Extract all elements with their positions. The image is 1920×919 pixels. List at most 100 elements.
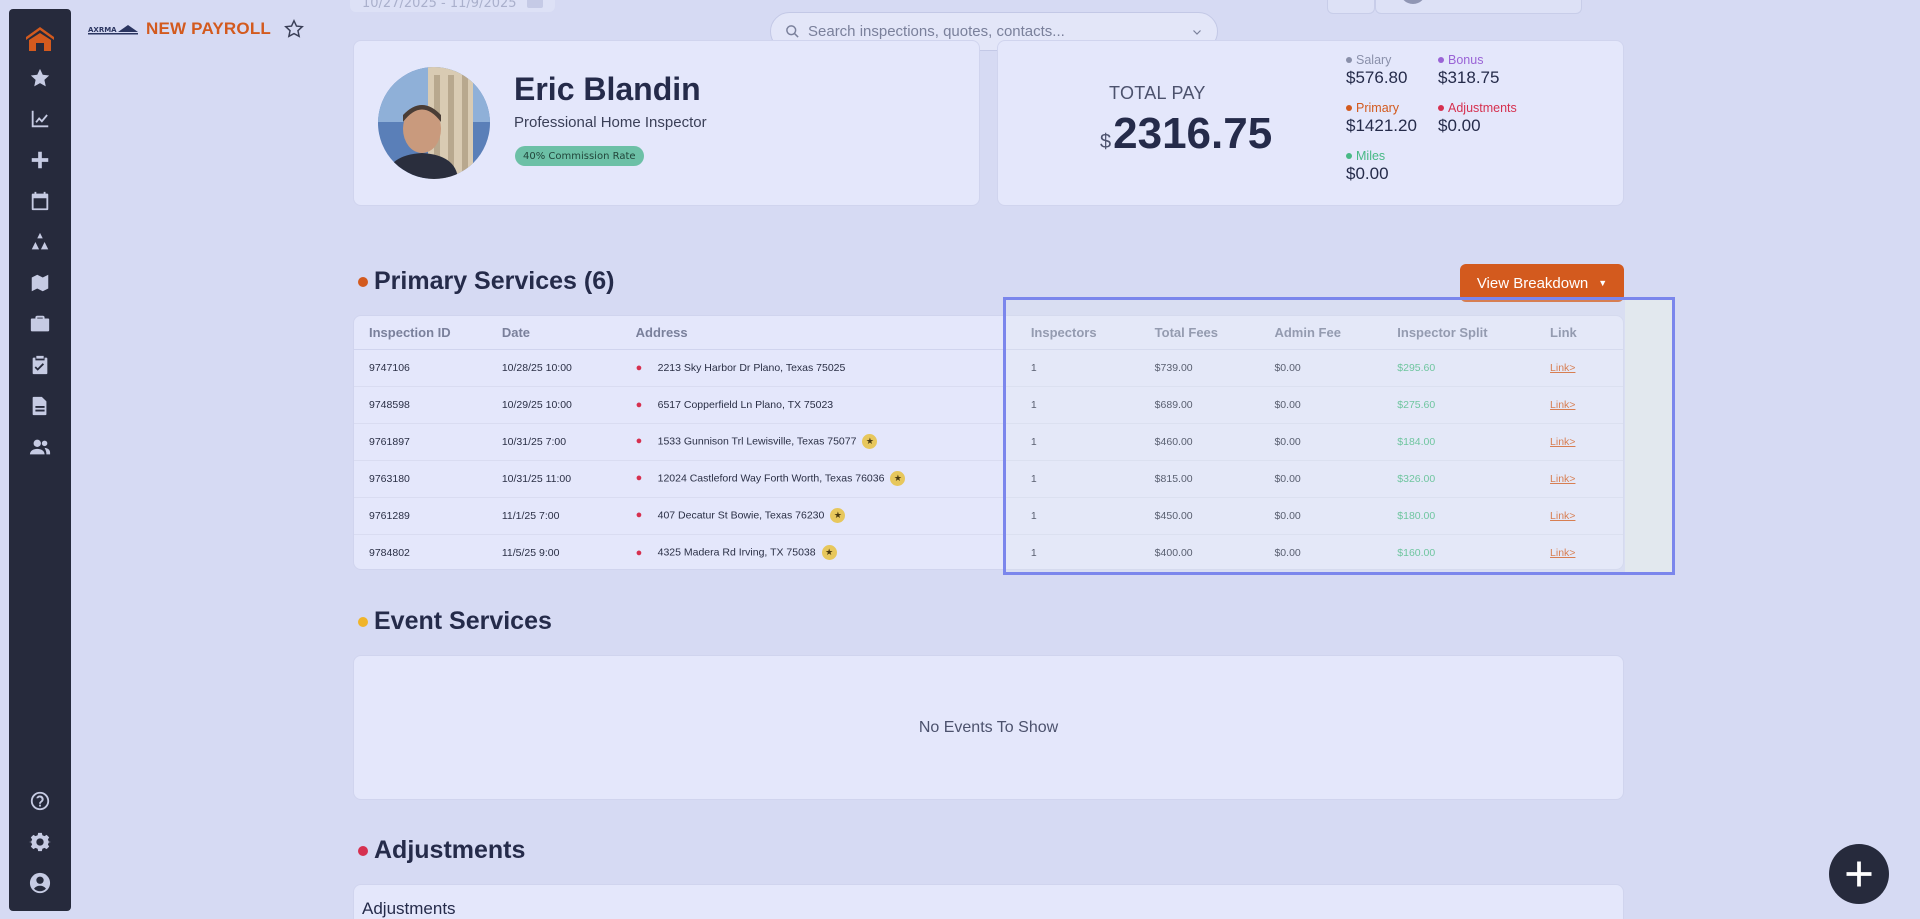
- admin-fee-cell: $0.00: [1274, 546, 1301, 559]
- date-range-text: 10/27/2025 - 11/9/2025: [362, 0, 517, 11]
- total-pay-card: TOTAL PAY $ 2316.75 Salary $576.80 Bonus…: [997, 40, 1624, 206]
- date-cell: 11/1/25 7:00: [501, 497, 636, 535]
- user-circle-icon[interactable]: [28, 871, 52, 895]
- calendar-icon[interactable]: [28, 189, 52, 213]
- inspection-link[interactable]: Link>: [1550, 546, 1576, 559]
- users-icon[interactable]: [28, 435, 52, 459]
- adjustments-card-title: Adjustments: [362, 899, 456, 918]
- view-breakdown-label: View Breakdown: [1476, 274, 1589, 292]
- inspectors-cell: 1: [1030, 349, 1155, 387]
- adjustments-label: Adjustments: [1448, 101, 1517, 115]
- total-pay-value: 2316.75: [1113, 109, 1273, 158]
- miles-item: Miles $0.00: [1346, 149, 1486, 184]
- col-inspector-split[interactable]: Inspector Split: [1397, 316, 1551, 350]
- inspector-name: Eric Blandin: [514, 71, 701, 107]
- user-menu[interactable]: [1375, 0, 1582, 14]
- favorite-star-icon[interactable]: [283, 18, 305, 40]
- total-pay-amount: $ 2316.75: [1100, 109, 1272, 159]
- inspection-link[interactable]: Link>: [1550, 509, 1576, 522]
- link-cell: Link>: [1550, 534, 1623, 569]
- total-fees-cell: $400.00: [1154, 546, 1193, 559]
- company-logo-icon: AXRMA: [88, 25, 138, 35]
- starred-badge-icon: ★: [890, 471, 906, 486]
- inspection-link[interactable]: Link>: [1550, 398, 1576, 411]
- primary-value: $1421.20: [1346, 116, 1417, 135]
- date-range-picker[interactable]: 10/27/2025 - 11/9/2025: [350, 0, 555, 12]
- inspector-split-cell: $160.00: [1397, 546, 1436, 559]
- total-fees-cell: $450.00: [1154, 497, 1275, 535]
- home-logo-icon[interactable]: [22, 23, 58, 55]
- col-inspection-id[interactable]: Inspection ID: [354, 316, 502, 350]
- table-row[interactable]: 9763180 10/31/25 11:00 ● 12024 Castleford W…: [354, 460, 1623, 498]
- plus-icon[interactable]: [28, 148, 52, 172]
- table-row[interactable]: 9784802 11/5/25 9:00 ● 4325 Madera Rd Irvin…: [354, 534, 1623, 569]
- no-events-message: No Events To Show: [918, 718, 1059, 736]
- inspector-split-cell: $184.00: [1397, 423, 1551, 461]
- inspection-id-cell: 9761289: [354, 497, 502, 535]
- inspector-split-cell: $275.60: [1397, 386, 1551, 424]
- table-row[interactable]: 9748598 10/29/25 10:00 ● 6517 Copperfield L…: [354, 386, 1623, 424]
- address-cell: ● 407 Decatur St Bowie, Texas 76230 ★: [635, 497, 1031, 535]
- inspection-id-cell: 9784802: [369, 546, 410, 559]
- add-fab-button[interactable]: [1829, 844, 1889, 904]
- selection-backdrop: [1625, 300, 1672, 572]
- admin-fee-cell: $0.00: [1274, 349, 1398, 387]
- inspectors-cell: 1: [1030, 386, 1155, 424]
- view-breakdown-button[interactable]: View Breakdown ▼: [1460, 264, 1624, 302]
- inspection-link[interactable]: Link>: [1550, 472, 1576, 485]
- header-button[interactable]: [1327, 0, 1375, 14]
- col-date[interactable]: Date: [501, 316, 636, 350]
- primary-item: Primary $1421.20: [1346, 101, 1486, 136]
- address-text: 4325 Madera Rd Irving, TX 75038: [657, 546, 816, 559]
- avatar-small: [1400, 0, 1426, 4]
- chart-icon[interactable]: [28, 107, 52, 131]
- inspection-link[interactable]: Link>: [1550, 361, 1576, 374]
- inspection-id-cell: 9763180: [354, 460, 502, 498]
- event-services-card: No Events To Show: [353, 655, 1624, 800]
- address-cell: ● 12024 Castleford Way Forth Worth, Texas…: [635, 460, 1031, 498]
- adjustments-section-title: Adjustments: [374, 836, 526, 864]
- map-icon[interactable]: [28, 271, 52, 295]
- starred-badge-icon: ★: [862, 434, 878, 449]
- col-admin-fee[interactable]: Admin Fee: [1274, 316, 1398, 350]
- bonus-dot: [1438, 57, 1444, 63]
- adjustments-value: $0.00: [1438, 116, 1481, 135]
- table-row[interactable]: 9747106 10/28/25 10:00 ● 2213 Sky Harbor Dr…: [354, 349, 1623, 387]
- table-row[interactable]: 9761897 10/31/25 7:00 ● 1533 Gunnison Trl L…: [354, 423, 1623, 461]
- salary-item: Salary $576.80: [1346, 53, 1486, 88]
- svg-text:AXRMA: AXRMA: [88, 26, 117, 34]
- date-cell: 10/29/25 10:00: [501, 386, 636, 424]
- inspectors-cell: 1: [1030, 460, 1155, 498]
- col-inspectors[interactable]: Inspectors: [1030, 316, 1155, 350]
- briefcase-icon[interactable]: [28, 312, 52, 336]
- address-text: 12024 Castleford Way Forth Worth, Texas …: [657, 472, 885, 485]
- inspection-link[interactable]: Link>: [1550, 435, 1576, 448]
- tools-icon[interactable]: [28, 230, 52, 254]
- date-cell: 11/5/25 9:00: [501, 546, 560, 559]
- document-icon[interactable]: [28, 394, 52, 418]
- address-cell: ● 2213 Sky Harbor Dr Plano, Texas 75025: [635, 349, 1031, 387]
- adjustments-card: Adjustments: [353, 884, 1624, 919]
- currency-symbol: $: [1100, 131, 1112, 153]
- adjustments-section-dot: [358, 845, 368, 856]
- starred-badge-icon: ★: [830, 508, 846, 523]
- primary-services-table: Inspection ID Date Address Inspectors To…: [354, 316, 1623, 569]
- col-address[interactable]: Address: [635, 316, 1031, 350]
- clipboard-check-icon[interactable]: [28, 353, 52, 377]
- address-text: 1533 Gunnison Trl Lewisville, Texas 7507…: [657, 435, 857, 448]
- bonus-label: Bonus: [1448, 53, 1484, 67]
- help-icon[interactable]: [28, 789, 52, 813]
- star-icon[interactable]: [28, 66, 52, 90]
- table-row[interactable]: 9761289 11/1/25 7:00 ● 407 Decatur St Bowie…: [354, 497, 1623, 535]
- salary-label: Salary: [1356, 53, 1392, 67]
- search-input[interactable]: [808, 23, 1183, 40]
- inspector-split-cell: $326.00: [1397, 460, 1551, 498]
- col-total-fees[interactable]: Total Fees: [1154, 316, 1275, 350]
- admin-fee-cell: $0.00: [1274, 460, 1398, 498]
- app-brand: AXRMA NEW PAYROLL: [88, 18, 305, 40]
- chevron-down-icon[interactable]: [1191, 26, 1203, 38]
- inspection-id-cell: 9748598: [354, 386, 502, 424]
- date-cell: 10/31/25 7:00: [501, 423, 636, 461]
- gear-icon[interactable]: [28, 830, 52, 854]
- starred-badge-icon: ★: [821, 545, 837, 561]
